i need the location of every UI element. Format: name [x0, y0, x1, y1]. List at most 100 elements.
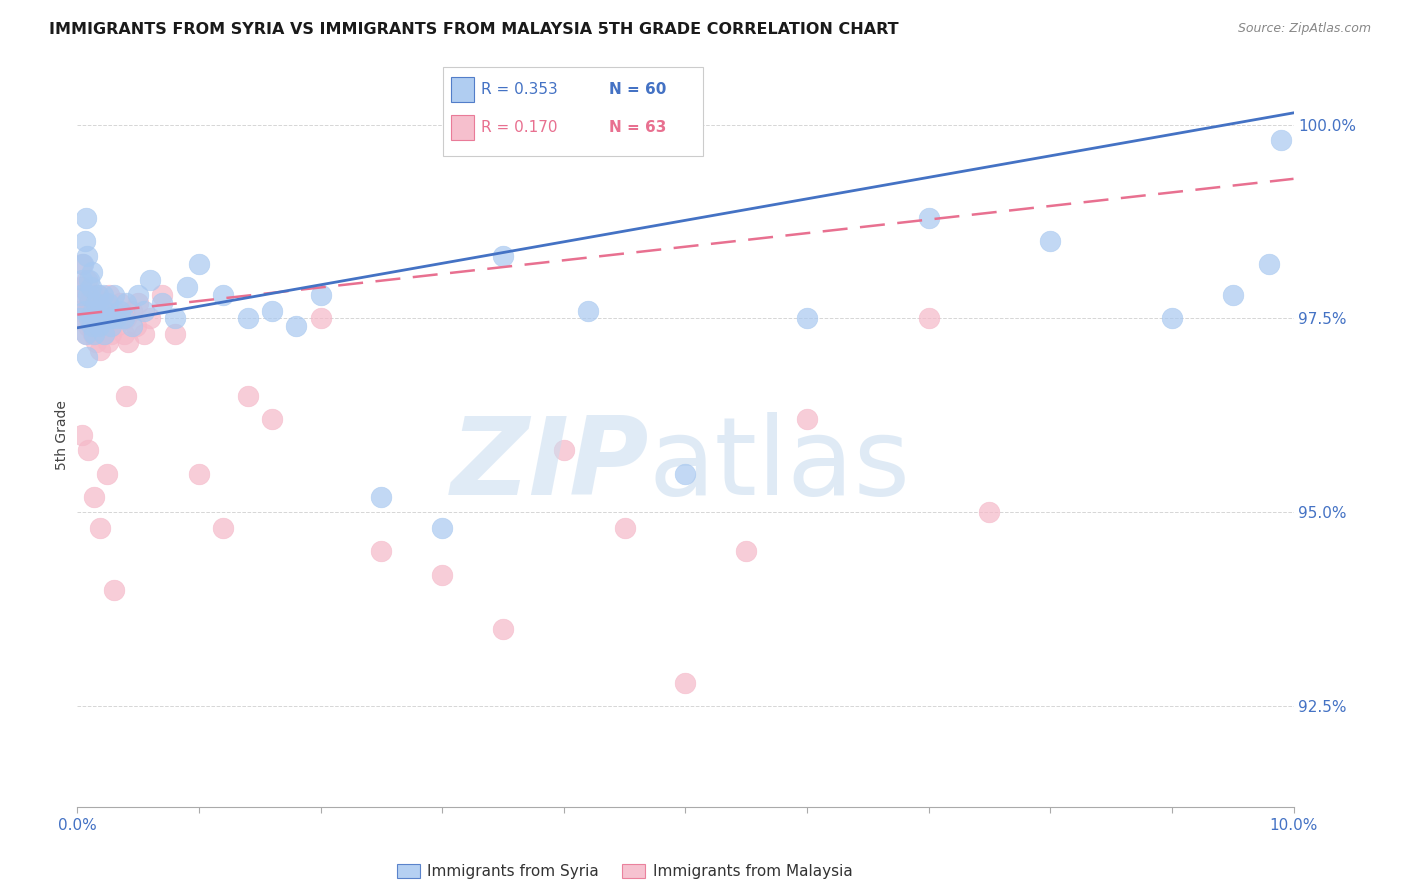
Point [97, 296, 120, 310]
Point [139, 311, 162, 326]
Point [125, 319, 148, 334]
Text: IMMIGRANTS FROM SYRIA VS IMMIGRANTS FROM MALAYSIA 5TH GRADE CORRELATION CHART: IMMIGRANTS FROM SYRIA VS IMMIGRANTS FROM… [49, 22, 898, 37]
Point [370, 490, 392, 504]
Point [188, 467, 211, 481]
Text: R = 0.353: R = 0.353 [481, 82, 558, 96]
Y-axis label: 5th Grade: 5th Grade [55, 400, 69, 470]
Point [87, 288, 110, 302]
Point [93, 326, 115, 341]
Point [675, 467, 697, 481]
Text: N = 63: N = 63 [609, 120, 666, 135]
Point [89, 319, 111, 334]
Point [76, 249, 98, 263]
Point [236, 311, 259, 326]
Point [103, 582, 125, 597]
Point [176, 280, 198, 294]
Point [127, 296, 149, 310]
Point [77, 443, 100, 458]
Point [105, 311, 128, 326]
Point [553, 443, 575, 458]
Point [70, 428, 93, 442]
Point [79, 311, 101, 326]
Point [80, 280, 103, 294]
Point [103, 288, 125, 302]
Point [117, 334, 139, 349]
Point [236, 389, 259, 403]
Point [139, 273, 162, 287]
Point [73, 288, 96, 302]
Point [134, 326, 156, 341]
Point [94, 296, 117, 310]
Point [212, 288, 235, 302]
Point [72, 257, 94, 271]
Point [82, 303, 104, 318]
Point [492, 249, 515, 263]
Point [918, 211, 941, 225]
Point [432, 567, 454, 582]
Point [1161, 311, 1184, 326]
Point [152, 296, 174, 310]
Point [188, 257, 211, 271]
Point [91, 288, 114, 302]
Point [69, 303, 91, 318]
Point [77, 319, 100, 334]
Point [796, 311, 818, 326]
Point [72, 311, 94, 326]
Point [80, 311, 103, 326]
Point [70, 257, 93, 271]
Point [93, 326, 115, 341]
Point [79, 273, 101, 287]
Point [76, 351, 98, 365]
Text: R = 0.170: R = 0.170 [481, 120, 557, 135]
Point [98, 311, 121, 326]
Point [83, 490, 105, 504]
Point [98, 311, 121, 326]
Point [152, 288, 174, 302]
Point [80, 288, 103, 302]
Point [70, 288, 93, 302]
Point [260, 303, 283, 318]
Point [613, 521, 636, 535]
Point [121, 303, 143, 318]
Point [96, 467, 118, 481]
Point [84, 334, 107, 349]
Point [163, 311, 186, 326]
Point [89, 303, 111, 318]
Point [108, 296, 131, 310]
Point [83, 326, 105, 341]
Point [100, 319, 122, 334]
Text: N = 60: N = 60 [609, 82, 666, 96]
Point [80, 265, 103, 279]
Point [1270, 133, 1292, 147]
Point [1039, 234, 1062, 248]
Point [96, 319, 118, 334]
Point [77, 288, 100, 302]
Point [260, 412, 283, 426]
Point [80, 319, 103, 334]
Point [70, 273, 93, 287]
Point [432, 521, 454, 535]
Point [86, 311, 108, 326]
Point [75, 211, 97, 225]
Point [112, 326, 135, 341]
Point [69, 311, 91, 326]
Point [134, 303, 156, 318]
Point [979, 505, 1001, 519]
Point [75, 326, 97, 341]
Point [79, 296, 101, 310]
Point [675, 676, 697, 690]
Point [285, 319, 308, 334]
Point [309, 288, 332, 302]
Point [73, 234, 96, 248]
Point [735, 544, 758, 558]
Point [76, 303, 98, 318]
Point [90, 311, 112, 326]
Point [115, 389, 138, 403]
Point [86, 311, 108, 326]
Point [796, 412, 818, 426]
Point [115, 296, 138, 310]
Point [105, 319, 128, 334]
Point [108, 303, 131, 318]
Text: atlas: atlas [650, 411, 911, 517]
Point [370, 544, 392, 558]
